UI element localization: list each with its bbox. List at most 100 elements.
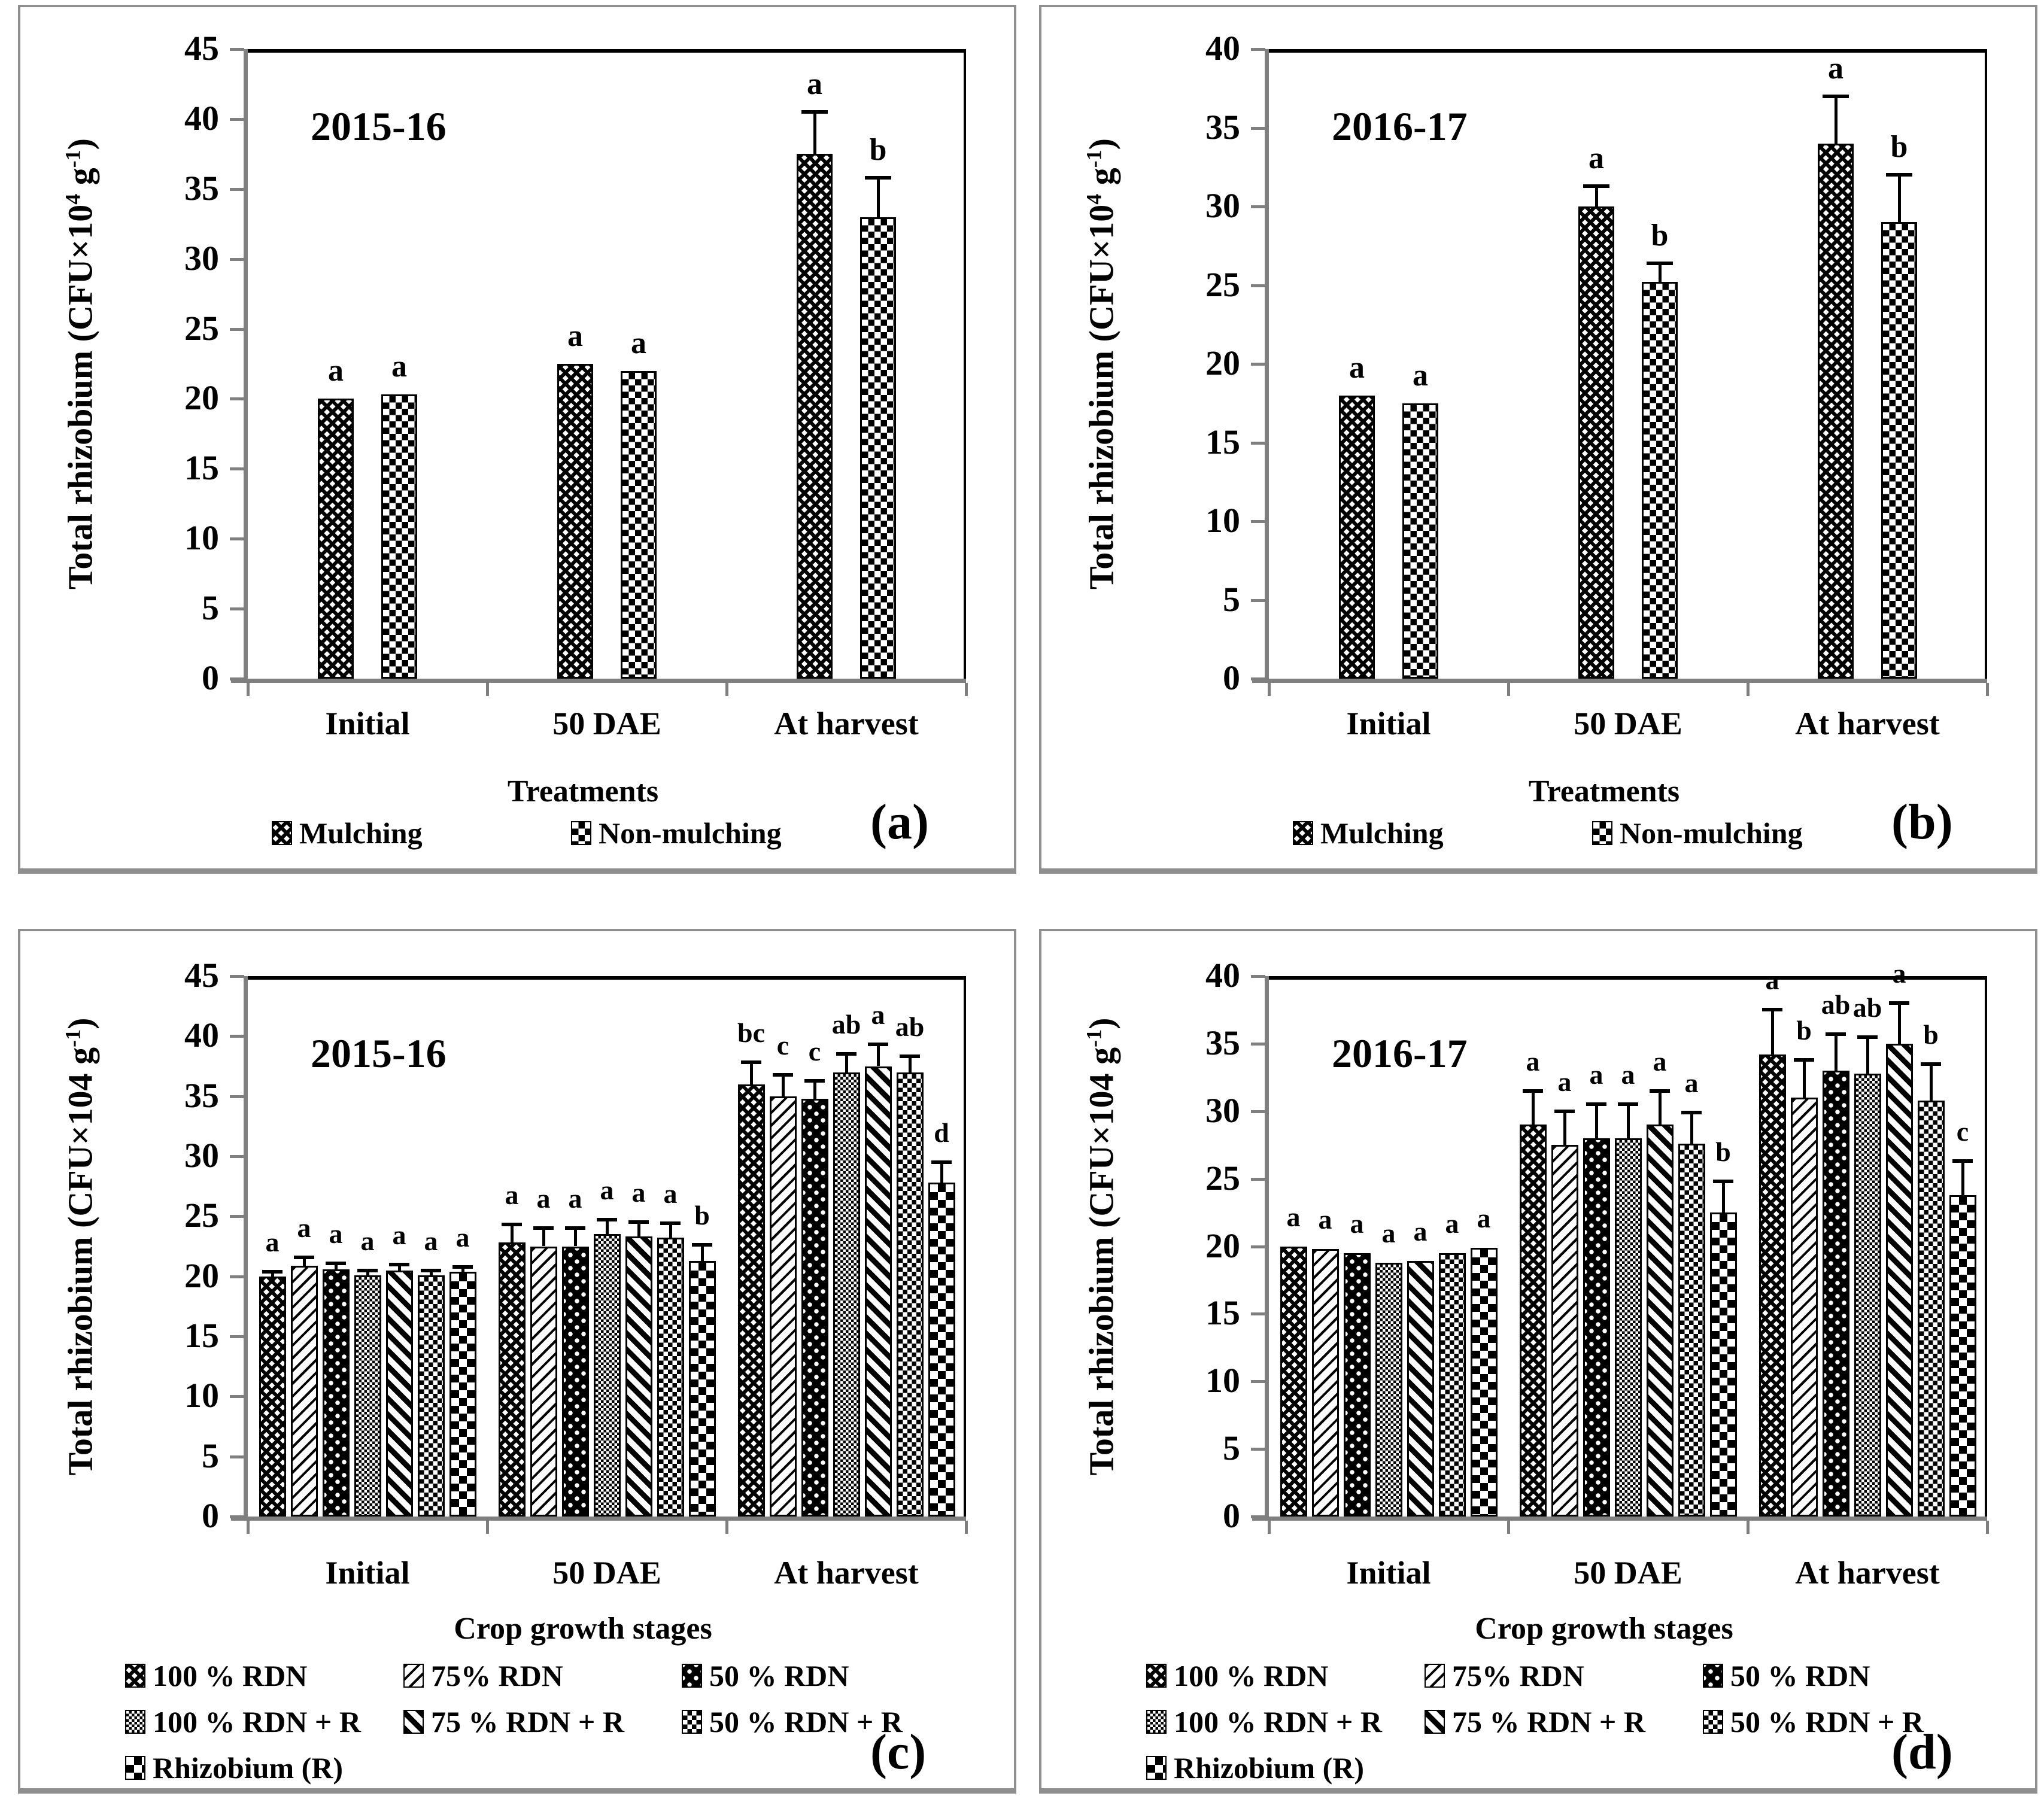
x-axis-tick (965, 1521, 968, 1534)
x-axis-title: Crop growth stages (1475, 1612, 1733, 1646)
error-bar-cap (421, 1268, 441, 1272)
y-tick-label: 20 (184, 378, 219, 418)
y-axis-tick (230, 397, 244, 401)
error-bar-cap (1826, 1032, 1846, 1037)
error-bar-cap (357, 1268, 378, 1272)
legend-item: 100 % RDN + R (125, 1704, 361, 1739)
y-axis-title-part: ) (60, 1017, 100, 1029)
bar-initial-s2 (1402, 403, 1438, 679)
significance-letter: a (424, 1225, 438, 1256)
significance-letter: a (1557, 1066, 1572, 1097)
error-bar-cap (389, 1262, 409, 1266)
y-tick-label: 40 (184, 1016, 219, 1055)
x-axis-title: Treatments (1528, 774, 1680, 809)
y-axis-tick (230, 257, 244, 261)
significance-letter: b (869, 133, 887, 168)
significance-letter: a (1589, 141, 1604, 175)
y-tick-label: 5 (1223, 1429, 1240, 1468)
significance-letter: a (536, 1183, 551, 1214)
legend-key-thick-diag (1425, 1710, 1445, 1734)
error-bar (1961, 1161, 1964, 1195)
year-label: 2015-16 (311, 1031, 447, 1076)
x-axis-tick (965, 683, 968, 696)
x-axis-tick (1268, 1521, 1271, 1534)
error-bar (1626, 1104, 1630, 1138)
legend-item: Mulching (1293, 815, 1444, 851)
x-axis-title: Treatments (507, 774, 659, 809)
panel-letter: (a) (870, 794, 929, 850)
y-axis-tick (230, 1275, 244, 1278)
bar-at-harvest-s7 (928, 1183, 955, 1517)
bar-50-dae-s7 (1709, 1212, 1737, 1517)
y-tick-label: 35 (184, 1075, 219, 1115)
error-bar (876, 1044, 880, 1066)
error-bar-cap (452, 1265, 473, 1269)
y-axis-title-part: g (60, 168, 100, 194)
bar-50-dae-s1 (498, 1242, 526, 1517)
significance-letter: a (1318, 1204, 1332, 1235)
significance-letter: a (631, 1177, 646, 1208)
significance-letter: a (1413, 358, 1428, 393)
significance-letter: b (1796, 1014, 1812, 1046)
error-bar (637, 1222, 640, 1237)
y-axis-tick (1251, 975, 1265, 978)
error-bar-cap (1586, 1102, 1606, 1107)
error-bar (542, 1228, 545, 1247)
y-axis-tick (230, 1395, 244, 1399)
significance-letter: a (1445, 1208, 1459, 1239)
y-tick-label: 5 (202, 1436, 219, 1475)
panel-letter: (c) (870, 1724, 927, 1780)
significance-letter: a (1684, 1068, 1699, 1098)
legend-item: Rhizobium (R) (125, 1751, 343, 1785)
y-tick-label: 15 (184, 1316, 219, 1355)
legend-label: 50 % RDN + R (1730, 1705, 1924, 1739)
significance-letter: ab (831, 1009, 861, 1040)
legend-label: 100 % RDN + R (1174, 1705, 1382, 1739)
x-axis-tick (1507, 1521, 1510, 1534)
error-bar (813, 112, 816, 154)
y-tick-label: 25 (184, 308, 219, 348)
significance-letter: a (1413, 1216, 1428, 1247)
x-axis-tick (1986, 683, 1989, 696)
error-bar (1802, 1059, 1806, 1098)
y-tick-label: 35 (184, 168, 219, 208)
y-axis-title-part: Total rhizobium (CFU×104 g (1082, 1047, 1121, 1475)
error-bar-cap (597, 1218, 617, 1222)
y-axis-tick (230, 48, 244, 51)
error-bar-cap (1681, 1111, 1702, 1114)
legend-item: 50 % RDN + R (1703, 1704, 1924, 1739)
error-bar (1658, 1090, 1662, 1125)
y-axis-tick (1251, 48, 1265, 51)
y-axis-tick (230, 975, 244, 978)
y-axis-tick (1251, 598, 1265, 602)
error-bar (669, 1223, 672, 1238)
error-bar-cap (865, 176, 891, 180)
significance-letter: b (1715, 1136, 1731, 1168)
significance-letter: a (871, 999, 885, 1031)
y-axis-tick (230, 467, 244, 471)
legend-item: 75 % RDN + R (1425, 1704, 1645, 1739)
error-bar-cap (836, 1052, 857, 1056)
bar-50-dae-s1 (1578, 206, 1614, 679)
y-tick-label: 0 (202, 1496, 219, 1535)
bar-50-dae-s4 (593, 1234, 621, 1517)
significance-letter: ab (1821, 989, 1851, 1020)
y-tick-label: 25 (184, 1196, 219, 1235)
legend-label: 50 % RDN + R (709, 1705, 903, 1739)
y-tick-label: 45 (184, 29, 219, 68)
significance-letter: a (265, 1226, 280, 1257)
significance-letter: a (1765, 965, 1779, 996)
y-tick-label: 10 (1205, 1361, 1240, 1400)
legend-key-med-check (1703, 1710, 1723, 1734)
error-bar (573, 1228, 577, 1247)
bar-at-harvest-s5 (864, 1066, 892, 1517)
error-bar (271, 1271, 274, 1277)
legend-item: 100 % RDN (1146, 1658, 1328, 1693)
x-axis-line (231, 679, 966, 683)
error-bar (940, 1162, 943, 1183)
y-axis-title-part: 4 (1082, 193, 1106, 205)
significance-letter: ab (1852, 992, 1882, 1023)
y-axis-tick (1251, 1177, 1265, 1181)
bar-initial-s1 (1339, 395, 1375, 679)
legend-item: Non-mulching (1592, 815, 1803, 851)
